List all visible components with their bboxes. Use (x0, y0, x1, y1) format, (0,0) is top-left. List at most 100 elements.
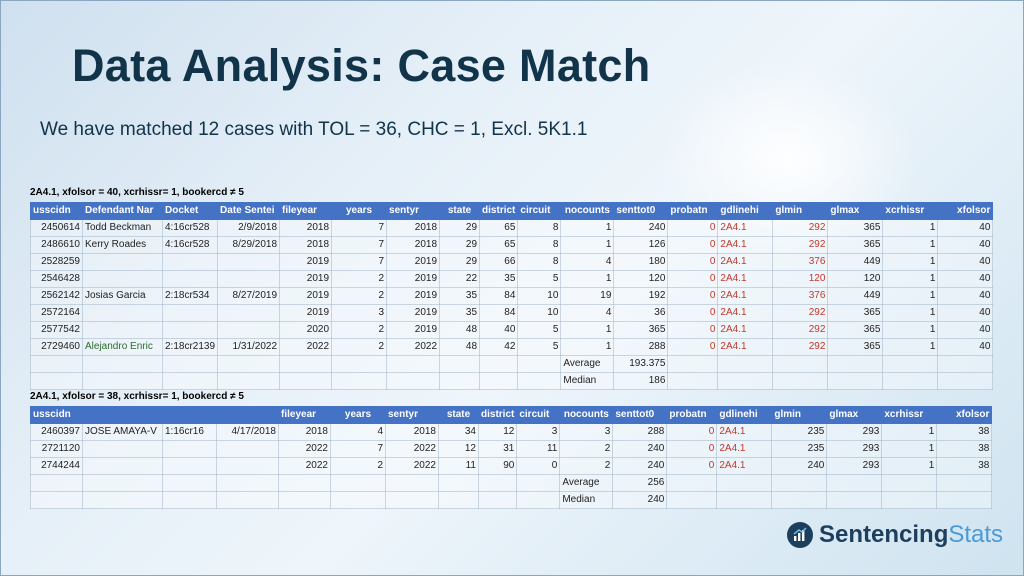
table-row: 2729460 Alejandro Enric 2:18cr2139 1/31/202… (30, 338, 994, 356)
table-cell (161, 253, 219, 271)
empty-cell (477, 474, 518, 492)
header-row: usscidn Defendant Nar Docket Date Sentei fil… (30, 202, 994, 220)
table-cell: 293 (826, 423, 883, 441)
page-subtitle: We have matched 12 cases with TOL = 36, … (40, 119, 588, 140)
table-cell: 2546428 (30, 270, 83, 288)
empty-cell (279, 372, 333, 390)
table-cell: 1 (882, 287, 939, 305)
table-cell: 235 (771, 440, 828, 458)
empty-cell (717, 372, 774, 390)
table-cell: 292 (772, 219, 829, 237)
gavel-chart-icon (787, 522, 813, 548)
table-cell: 292 (772, 321, 829, 339)
table-cell: 4 (330, 423, 386, 441)
empty-cell (479, 355, 519, 373)
average-row-label: Average (560, 355, 615, 373)
table-cell (82, 321, 163, 339)
table-cell: 7 (330, 440, 386, 458)
table-row: 2744244 2022 2 2022 11 90 0 2 240 0 2A4.1 240 293 1 38 (30, 457, 993, 475)
empty-cell (477, 491, 518, 509)
median-row-value: 186 (613, 372, 669, 390)
empty-cell (936, 491, 993, 509)
table-cell: 120 (772, 270, 829, 288)
table-cell: 2018 (385, 423, 439, 441)
table-cell: 4 (560, 253, 615, 271)
column-header: gdlinehi (716, 406, 773, 424)
table-cell: 3 (559, 423, 614, 441)
table-row: 2486610 Kerry Roades 4:16cr528 8/29/2018 201… (30, 236, 994, 254)
empty-cell (30, 372, 83, 390)
table-cell: 0 (666, 423, 718, 441)
table-cell: 120 (613, 270, 669, 288)
column-header (216, 406, 279, 424)
table-cell: 1 (560, 219, 615, 237)
table-row: 2572164 2019 3 2019 35 84 10 4 36 0 2A4.1 292 365 1 40 (30, 304, 994, 322)
empty-cell (479, 372, 519, 390)
table-cell: 3 (516, 423, 561, 441)
logo-text-stats: Stats (948, 521, 1004, 548)
table-cell (82, 457, 163, 475)
table-cell: 2A4.1 (717, 253, 774, 271)
table-cell: 22 (439, 270, 481, 288)
table-cell: 2A4.1 (717, 270, 774, 288)
column-header: nocounts (560, 202, 615, 220)
table-cell: 2 (330, 457, 386, 475)
empty-cell (666, 491, 718, 509)
table-cell: 40 (937, 253, 994, 271)
table-cell: 7 (331, 253, 388, 271)
table-cell: 48 (439, 321, 481, 339)
table-cell: 10 (517, 304, 562, 322)
case-table-2: usscidn fileyear years sentyr state district c… (30, 406, 993, 509)
column-header: years (330, 406, 386, 424)
sentencingstats-logo: SentencingStats (787, 521, 1003, 549)
table-cell: 120 (827, 270, 884, 288)
median-row-label: Median (559, 491, 614, 509)
empty-cell (772, 372, 829, 390)
table1-label: 2A4.1, xfolsor = 40, xcrhissr= 1, booker… (30, 187, 244, 198)
table-row: 2460397 JOSE AMAYA-V 1:16cr16 4/17/2018 2018… (30, 423, 993, 441)
table-cell: Josias Garcia (82, 287, 163, 305)
table-cell: 0 (667, 236, 719, 254)
table-cell: 240 (612, 457, 668, 475)
table-cell: 34 (438, 423, 479, 441)
empty-cell (826, 474, 883, 492)
table-cell: 2022 (278, 457, 331, 475)
average-row-label: Average (559, 474, 614, 492)
table-cell (216, 457, 279, 475)
empty-cell (385, 491, 439, 509)
table-cell: 38 (936, 440, 993, 458)
table-cell: 5 (517, 270, 562, 288)
column-header: Date Sentei (217, 202, 281, 220)
table-cell (82, 270, 163, 288)
table-cell: 40 (937, 338, 994, 356)
table-cell: 240 (612, 440, 668, 458)
column-header: xfolsor (937, 202, 994, 220)
table-cell: 293 (826, 457, 883, 475)
table-cell: 2022 (386, 338, 441, 356)
column-header: glmin (771, 406, 828, 424)
empty-cell (517, 372, 562, 390)
column-header: state (438, 406, 479, 424)
table-cell: 8 (517, 219, 562, 237)
table-cell: 12 (477, 423, 518, 441)
empty-cell (162, 474, 217, 492)
table-cell (216, 440, 279, 458)
empty-cell (827, 372, 884, 390)
empty-cell (667, 372, 719, 390)
column-header: sentyr (385, 406, 439, 424)
empty-cell (330, 491, 386, 509)
table-cell: 29 (439, 253, 481, 271)
average-row: Average 256 (30, 474, 993, 492)
empty-cell (30, 355, 83, 373)
column-header: years (331, 202, 388, 220)
empty-cell (438, 474, 479, 492)
table-cell (162, 440, 217, 458)
table-cell: 8/27/2019 (217, 287, 281, 305)
table-cell: 292 (772, 338, 829, 356)
table-cell: 376 (772, 287, 829, 305)
table-cell: JOSE AMAYA-V (82, 423, 163, 441)
table-cell: 0 (667, 253, 719, 271)
empty-cell (386, 355, 441, 373)
empty-cell (161, 372, 219, 390)
table-row: 2528259 2019 7 2019 29 66 8 4 180 0 2A4.1 376 449 1 40 (30, 253, 994, 271)
